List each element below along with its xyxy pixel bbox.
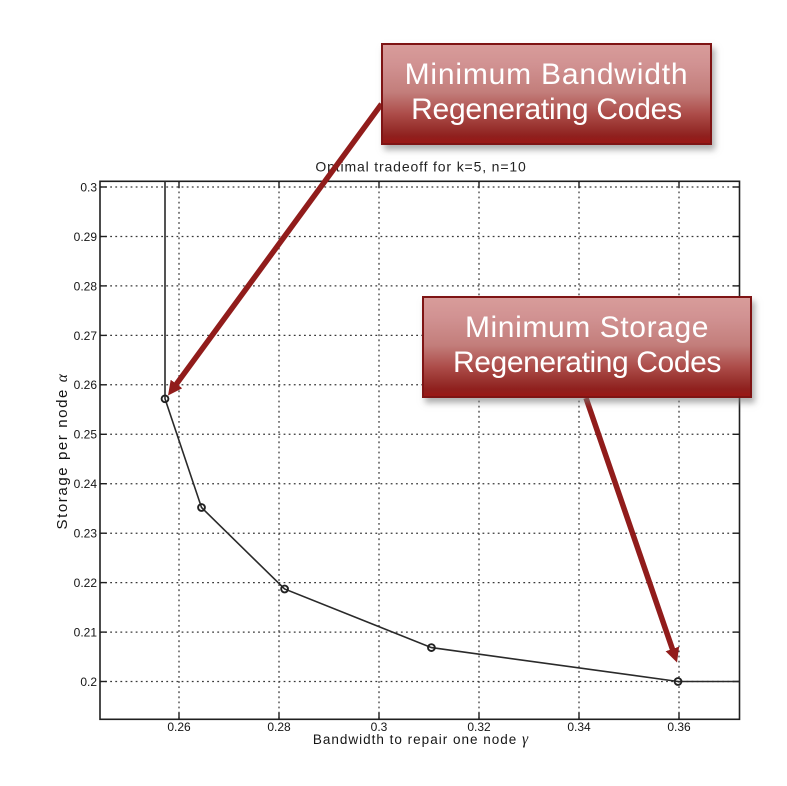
svg-text:0.28: 0.28 (74, 279, 98, 293)
svg-text:0.26: 0.26 (74, 378, 98, 392)
svg-text:0.23: 0.23 (74, 527, 98, 541)
svg-text:Storage per node α: Storage per node α (54, 372, 71, 529)
svg-text:0.32: 0.32 (467, 720, 491, 734)
svg-text:0.26: 0.26 (167, 720, 191, 734)
svg-text:0.34: 0.34 (567, 720, 591, 734)
svg-text:0.27: 0.27 (74, 329, 98, 343)
svg-text:0.2: 0.2 (80, 675, 97, 689)
svg-text:0.3: 0.3 (371, 720, 388, 734)
svg-text:0.21: 0.21 (74, 626, 98, 640)
svg-text:0.28: 0.28 (267, 720, 291, 734)
svg-text:0.3: 0.3 (80, 180, 97, 194)
svg-text:0.25: 0.25 (74, 428, 98, 442)
svg-text:0.22: 0.22 (74, 576, 98, 590)
svg-text:0.29: 0.29 (74, 230, 98, 244)
svg-text:Bandwidth to repair one node γ: Bandwidth to repair one node γ (313, 731, 529, 748)
svg-text:0.24: 0.24 (74, 477, 98, 491)
svg-text:0.36: 0.36 (667, 720, 691, 734)
svg-text:Optimal tradeoff for k=5, n=10: Optimal tradeoff for k=5, n=10 (315, 159, 526, 175)
